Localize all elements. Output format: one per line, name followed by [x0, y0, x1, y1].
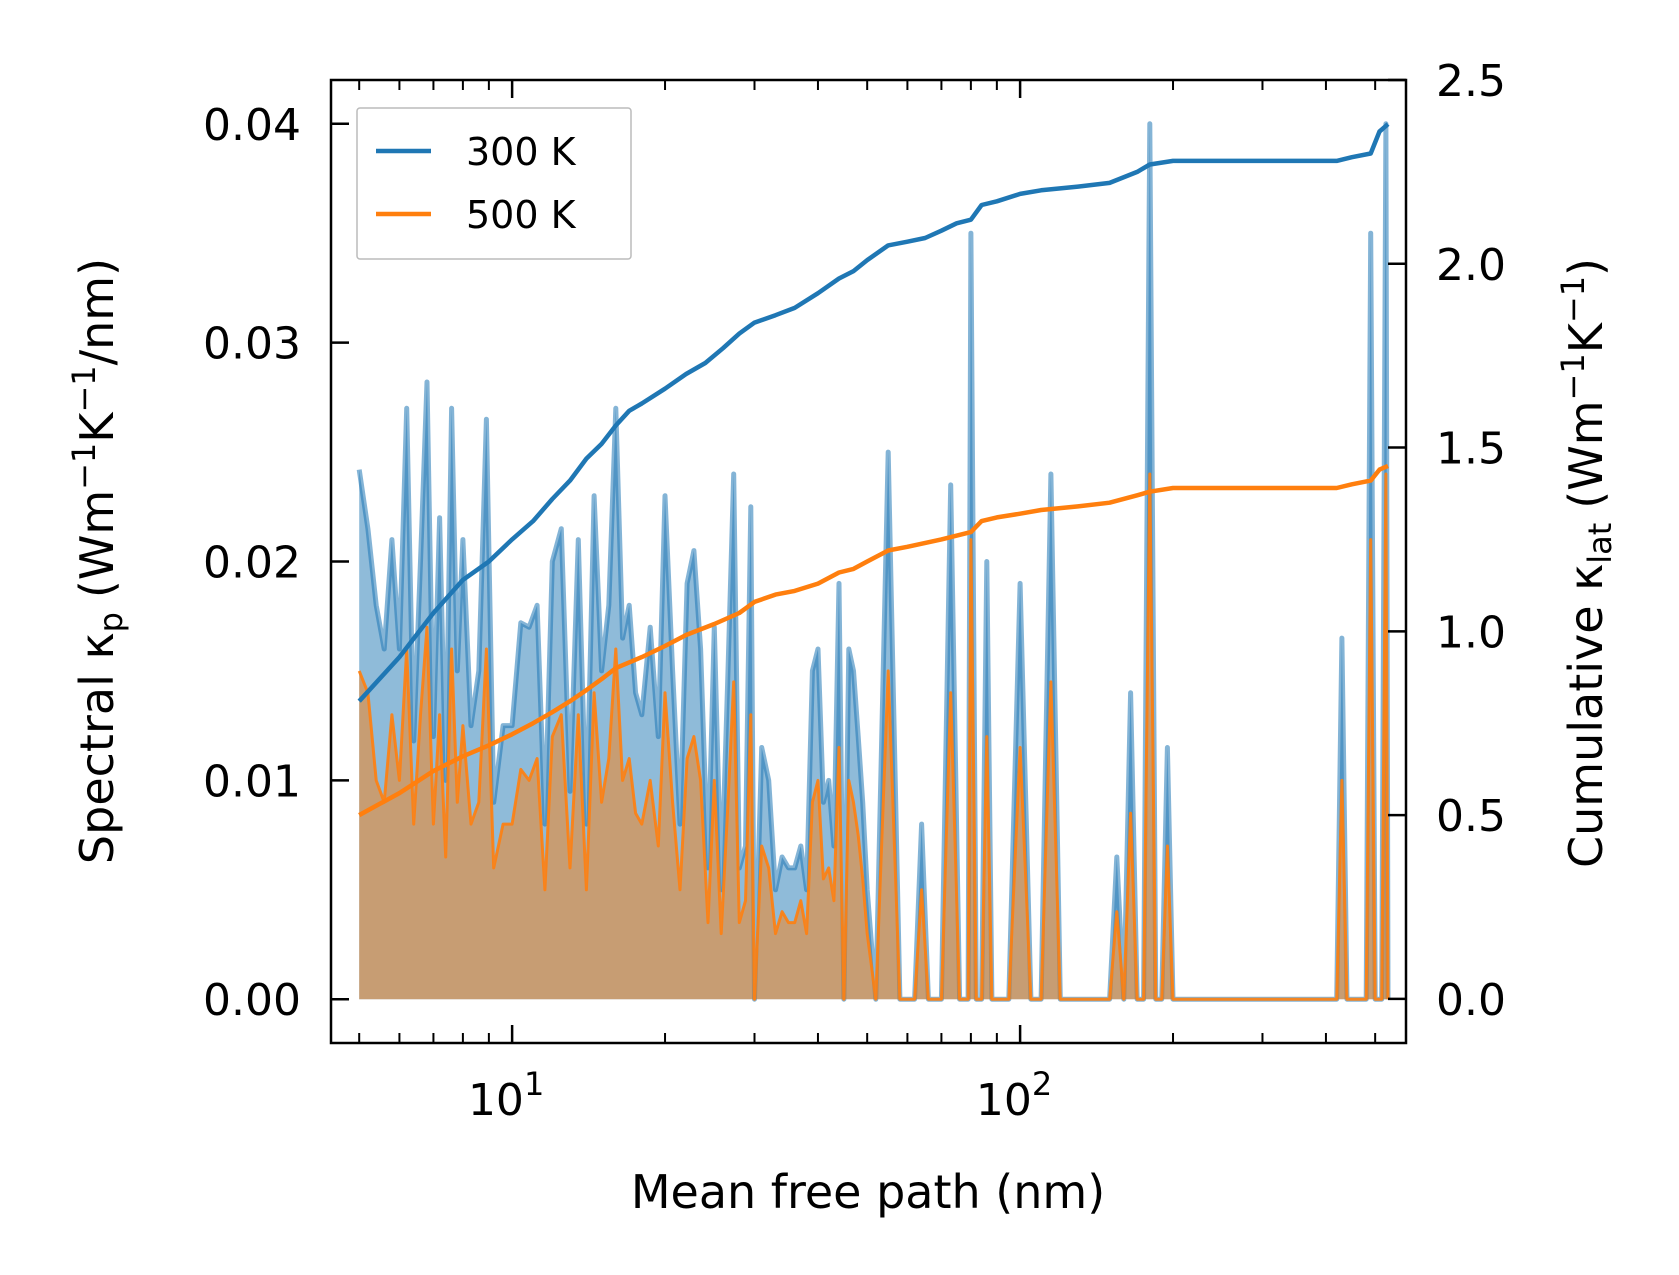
y-axis-label-right: Cumulative κlat(Wm−1K−1) [1554, 258, 1619, 868]
y-right-tick-label: 2.0 [1436, 240, 1506, 291]
ticks: 0.00 0.01 0.02 0.03 0.04 0.0 0.5 1.0 1.5 2.0 2.5 10… [203, 56, 1506, 1126]
legend-label-500k: 500 K [466, 193, 577, 237]
spectral-fill-500k [359, 474, 1389, 1000]
x-axis-label: Mean free path (nm) [631, 1165, 1105, 1219]
y-left-tick-label: 0.03 [203, 319, 301, 370]
cumulative-line-500k [358, 463, 1389, 818]
y-left-tick-label: 0.04 [203, 100, 301, 151]
y-right-tick-label: 1.5 [1436, 424, 1506, 475]
legend: 300 K 500 K [356, 107, 632, 260]
legend-box [356, 107, 632, 260]
plot-area [356, 121, 1391, 1002]
x-tick-label: 102 [976, 1065, 1052, 1126]
legend-label-300k: 300 K [466, 130, 577, 174]
y-right-tick-label: 1.0 [1436, 607, 1506, 658]
spectral-line-500k [357, 472, 1390, 1001]
y-right-tick-label: 0.5 [1436, 791, 1506, 842]
y-axis-label-left: Spectral κp(Wm−1K−1/nm) [65, 258, 130, 864]
y-left-tick-label: 0.01 [203, 756, 301, 807]
y-left-tick-label: 0.00 [203, 975, 301, 1026]
y-right-tick-label: 2.5 [1436, 56, 1506, 107]
x-tick-label: 101 [468, 1065, 544, 1126]
y-right-tick-label: 0.0 [1436, 975, 1506, 1026]
cumulative-line-300k [357, 122, 1390, 703]
y-left-tick-label: 0.02 [203, 538, 301, 589]
